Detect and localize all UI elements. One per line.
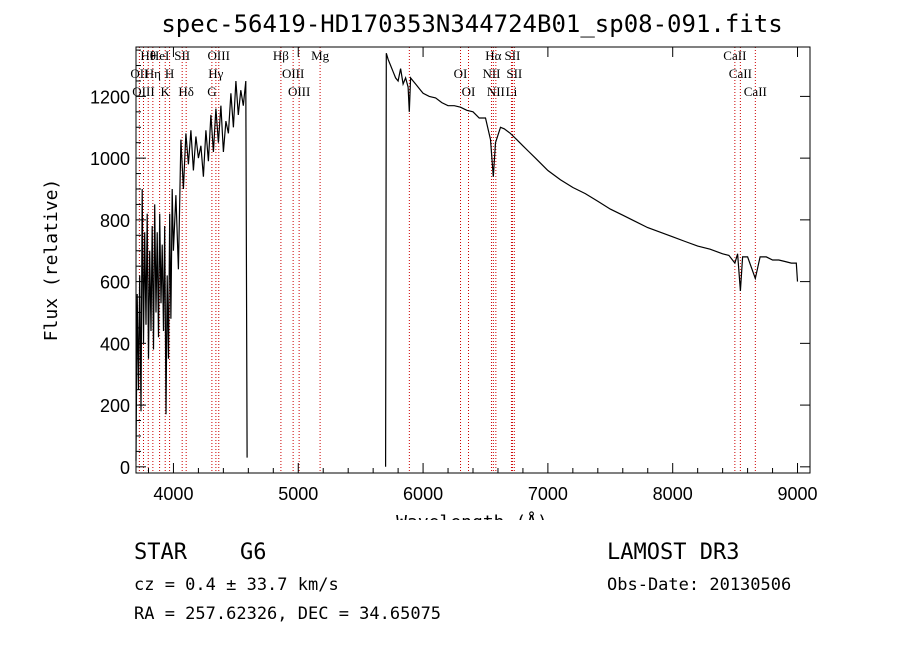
- line-marker-label: OI: [462, 84, 476, 99]
- x-tick-label: 5000: [278, 484, 318, 504]
- line-marker-label: OIII: [208, 48, 230, 63]
- line-marker-label: Li: [506, 84, 518, 99]
- line-marker-label: OIII: [282, 66, 304, 81]
- y-axis-label: Flux (relative): [41, 179, 62, 342]
- line-marker-label: OIII: [132, 84, 154, 99]
- line-marker-label: SII: [174, 48, 190, 63]
- line-marker-label: OIII: [288, 84, 310, 99]
- line-marker-label: Hη: [145, 66, 161, 81]
- y-tick-label: 600: [100, 273, 130, 293]
- sky-coordinates: RA = 257.62326, DEC = 34.65075: [134, 604, 442, 624]
- x-tick-label: 4000: [153, 484, 193, 504]
- y-tick-label: 1200: [90, 87, 130, 107]
- object-subclass: G6: [240, 540, 267, 565]
- line-marker-label: K: [161, 84, 171, 99]
- chart-title: spec-56419-HD170353N344724B01_sp08-091.f…: [161, 10, 782, 38]
- line-marker-label: SII: [506, 66, 522, 81]
- line-marker-label: NII: [482, 66, 500, 81]
- observation-date: Obs-Date: 20130506: [607, 575, 792, 595]
- line-marker-labels: HθOIIOIIIHeIHηKSIIHHδOIIIHγGHβOIIIOIIIMg…: [130, 48, 767, 99]
- line-markers: [138, 47, 756, 473]
- x-axis-ticks: 4000 5000 6000 7000 8000 9000: [147, 47, 818, 504]
- y-tick-label: 800: [100, 211, 130, 231]
- y-axis-ticks: 0 200 400 600 800 1000 1200: [90, 49, 810, 478]
- line-marker-label: Hθ: [140, 48, 156, 63]
- spectrum-chart: spec-56419-HD170353N344724B01_sp08-091.f…: [41, 10, 818, 520]
- line-marker-label: SII: [504, 48, 520, 63]
- line-marker-label: CaII: [723, 48, 746, 63]
- line-marker-label: HeI: [150, 48, 170, 63]
- y-tick-label: 1000: [90, 149, 130, 169]
- line-marker-label: OII: [130, 66, 148, 81]
- x-axis-label: Wavelength (Å): [396, 511, 548, 520]
- line-marker-label: Hδ: [178, 84, 194, 99]
- line-marker-label: CaII: [729, 66, 752, 81]
- line-marker-label: H: [165, 66, 174, 81]
- object-class: STAR: [134, 540, 187, 565]
- redshift-cz: cz = 0.4 ± 33.7 km/s: [134, 575, 339, 595]
- x-tick-label: 7000: [528, 484, 568, 504]
- line-marker-label: Hγ: [208, 66, 223, 81]
- plot-frame: [135, 46, 811, 474]
- line-marker-label: CaII: [744, 84, 767, 99]
- survey-name: LAMOST DR3: [607, 540, 740, 565]
- spectrum-line-red-segment: [385, 53, 799, 467]
- line-marker-label: OI: [454, 66, 468, 81]
- x-tick-label: 8000: [653, 484, 693, 504]
- y-tick-label: 0: [120, 458, 130, 478]
- line-marker-label: NII: [487, 84, 505, 99]
- line-marker-label: G: [207, 84, 216, 99]
- x-tick-label: 6000: [403, 484, 443, 504]
- line-marker-label: Hα: [485, 48, 501, 63]
- line-marker-label: Hβ: [273, 48, 289, 63]
- y-tick-label: 200: [100, 396, 130, 416]
- x-tick-label: 9000: [777, 484, 817, 504]
- spectrum-line-blue-segment: [135, 80, 248, 461]
- spectrum-series: [135, 53, 799, 467]
- line-marker-label: Mg: [311, 48, 330, 63]
- y-tick-label: 400: [100, 334, 130, 354]
